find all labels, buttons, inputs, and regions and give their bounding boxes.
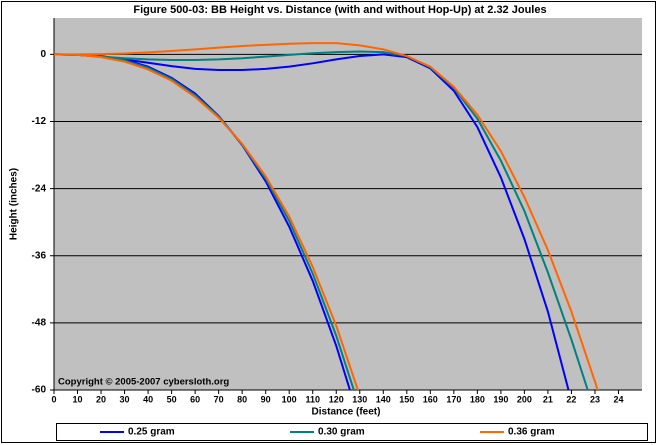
- y-tick-label: -12: [32, 116, 47, 127]
- x-tick-label: 30: [120, 394, 130, 404]
- y-tick-label: 0: [40, 49, 46, 60]
- x-tick-label: 80: [237, 394, 247, 404]
- legend-label: 0.36 gram: [508, 427, 555, 438]
- x-tick-label: 190: [493, 394, 508, 404]
- legend: [56, 423, 648, 441]
- x-tick-label: 160: [423, 394, 438, 404]
- y-tick-label: -36: [32, 250, 47, 261]
- x-tick-label: 110: [305, 394, 320, 404]
- y-tick-label: -48: [32, 318, 47, 329]
- x-tick-label: 100: [282, 394, 297, 404]
- x-tick-label: 170: [446, 394, 461, 404]
- chart-title: Figure 500-03: BB Height vs. Distance (w…: [133, 4, 546, 16]
- series-group: [54, 42, 599, 390]
- x-tick-label: 10: [73, 394, 83, 404]
- y-tick-label: -24: [32, 183, 47, 194]
- x-tick-label: 20: [96, 394, 106, 404]
- series-line: [54, 50, 589, 390]
- x-tick-label: 50: [167, 394, 177, 404]
- x-tick-label: 40: [143, 394, 153, 404]
- x-axis-label: Distance (feet): [312, 407, 381, 418]
- x-tick-label: 150: [399, 394, 414, 404]
- plot-area: [54, 18, 642, 390]
- x-tick-label: 24: [613, 394, 623, 404]
- legend-label: 0.25 gram: [128, 427, 175, 438]
- series-line: [54, 53, 359, 390]
- x-tick-label: 60: [190, 394, 200, 404]
- series-line: [54, 42, 599, 390]
- x-tick-label: 130: [352, 394, 367, 404]
- legend-label: 0.30 gram: [318, 427, 365, 438]
- y-axis-label: Height (inches): [9, 168, 20, 240]
- series-line: [54, 53, 570, 390]
- x-tick-label: 23: [590, 394, 600, 404]
- y-tick-label: -60: [32, 385, 47, 396]
- annotation: Copyright © 2005-2007 cybersloth.org: [58, 377, 229, 388]
- x-tick-label: 200: [517, 394, 532, 404]
- x-tick-label: 180: [470, 394, 485, 404]
- x-tick-label: 70: [214, 394, 224, 404]
- x-tick-label: 90: [261, 394, 271, 404]
- x-tick-label: 21: [543, 394, 553, 404]
- x-tick-label: 22: [566, 394, 576, 404]
- x-tick-label: 140: [376, 394, 391, 404]
- x-tick-label: 120: [329, 394, 344, 404]
- x-tick-label: 0: [51, 394, 56, 404]
